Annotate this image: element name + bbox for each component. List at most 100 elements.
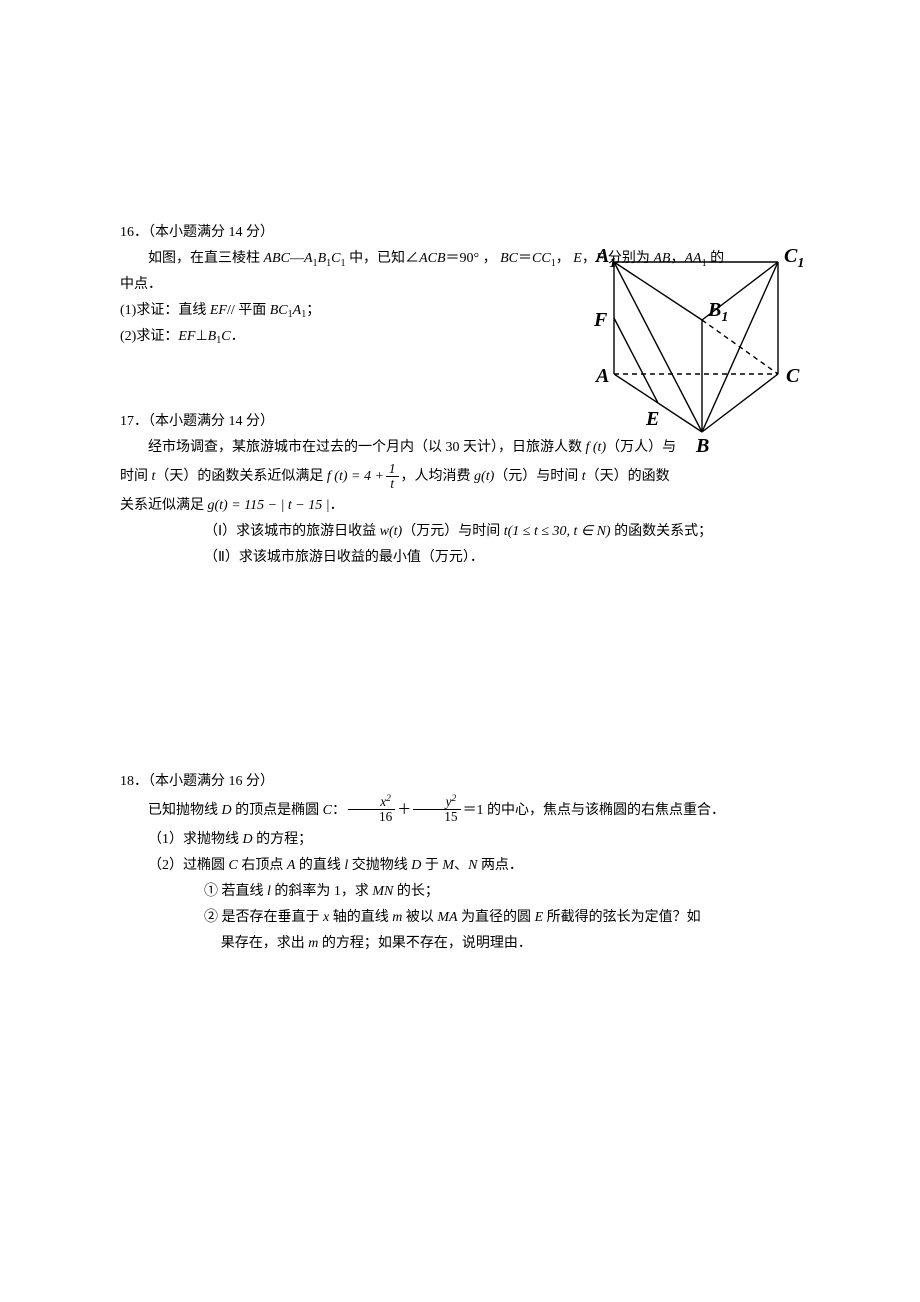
comma: ，: [582, 251, 596, 266]
q1-post: ；: [306, 303, 320, 318]
text: 的直线: [295, 858, 344, 873]
num: 1: [386, 462, 399, 477]
text: 已知抛物线: [148, 803, 222, 818]
p16-q1: (1)求证：直线 EF// 平面 BC1A1；: [120, 298, 800, 324]
frac-1-over-t: 1t: [386, 462, 399, 491]
text: 、: [454, 858, 468, 873]
fig-label-A: A: [594, 365, 609, 387]
text: （天）的函数关系近似满足: [155, 469, 327, 484]
m: m: [392, 910, 402, 925]
text: （天）的函数: [586, 469, 670, 484]
comma: ，: [556, 251, 574, 266]
text: ② 是否存在垂直于: [204, 910, 323, 925]
den: 15: [413, 810, 460, 824]
num: x2: [348, 795, 395, 810]
eq90: ＝90° ，: [446, 251, 501, 266]
a1: A: [293, 303, 302, 318]
q2-pre: (2)求证：: [120, 329, 178, 344]
gt: g(t): [474, 469, 494, 484]
text: 的方程；如果不存在，说明理由．: [318, 936, 532, 951]
cc: CC: [532, 251, 551, 266]
text: 的方程；: [253, 832, 313, 847]
text: 分别为: [604, 251, 653, 266]
text: 的顶点是椭圆: [232, 803, 323, 818]
cc-sub: 1: [551, 258, 556, 269]
sup: 2: [451, 793, 456, 804]
C: C: [323, 803, 332, 818]
text: 如图，在直三棱柱: [148, 251, 264, 266]
ef: EF: [178, 329, 195, 344]
text: 的长；: [393, 884, 439, 899]
q1-mid: // 平面: [227, 303, 270, 318]
b1: B: [208, 329, 217, 344]
fig-label-C: C: [786, 365, 800, 387]
p17-header: 17．（本小题满分 14 分）: [120, 409, 800, 435]
text: 于: [421, 858, 442, 873]
a1-sub: 1: [301, 309, 306, 320]
text: （1）求抛物线: [148, 832, 243, 847]
bc: BC: [500, 251, 518, 266]
perp: ⊥: [195, 329, 207, 344]
dash: —: [290, 251, 304, 266]
wt: w(t): [380, 524, 403, 539]
p17-line2: 时间 t（天）的函数关系近似满足 f (t) = 4 +1t，人均消费 g(t)…: [120, 461, 800, 493]
text: 中，已知∠: [346, 251, 420, 266]
text: （万人）与: [606, 440, 676, 455]
text: （元）与时间: [494, 469, 582, 484]
text: 的函数关系式；: [611, 524, 713, 539]
text: 果存在，求出: [221, 936, 309, 951]
E: E: [535, 910, 544, 925]
eq: ＝: [518, 251, 532, 266]
text: 交抛物线: [348, 858, 411, 873]
p17-line3: 关系近似满足 g(t) = 115 − | t − 15 |．: [120, 493, 800, 519]
text: 被以: [402, 910, 437, 925]
q1-pre: (1)求证：直线: [120, 303, 210, 318]
text: 的斜率为 1，求: [271, 884, 373, 899]
sup: 2: [386, 793, 391, 804]
text: 为直径的圆: [458, 910, 535, 925]
t-range: t(1 ≤ t ≤ 30, t ∈ N): [504, 524, 611, 539]
text: 时间: [120, 469, 152, 484]
C: C: [229, 858, 238, 873]
text: （Ⅰ）求该城市的旅游日收益: [204, 524, 380, 539]
text: 两点．: [477, 858, 523, 873]
period: ．: [330, 498, 344, 513]
ab: AB: [653, 251, 670, 266]
c1-sub: 1: [341, 258, 346, 269]
p18-header: 18．（本小题满分 16 分）: [120, 769, 800, 795]
aa1-sub: 1: [702, 258, 707, 269]
text: 右顶点: [238, 858, 287, 873]
b1-sub: 1: [216, 335, 221, 346]
p17-line1: 经市场调查，某旅游城市在过去的一个月内（以 30 天计），日旅游人数 f (t)…: [120, 435, 800, 461]
c1: C: [331, 251, 340, 266]
problem-17: 17．（本小题满分 14 分） 经市场调查，某旅游城市在过去的一个月内（以 30…: [120, 409, 800, 571]
D: D: [222, 803, 232, 818]
a1-sub: 1: [313, 258, 318, 269]
problem-16: A1 C1 B1 F A C E B 16．（本小题满分 14 分） 如图，在直…: [120, 220, 800, 349]
text: ＝1 的中心，焦点与该椭圆的右焦点重合．: [463, 803, 726, 818]
p18-q22-l2: 果存在，求出 m 的方程；如果不存在，说明理由．: [120, 931, 800, 957]
den: t: [386, 477, 399, 491]
text: 所截得的弦长为定值？如: [543, 910, 701, 925]
text: （万元）与时间: [402, 524, 504, 539]
ft: f (t): [586, 440, 607, 455]
text: 经市场调查，某旅游城市在过去的一个月内（以 30 天计），日旅游人数: [148, 440, 586, 455]
M: M: [442, 858, 454, 873]
frac-y2-15: y215: [413, 795, 460, 824]
gt-eq: g(t) = 115 − | t − 15 |: [208, 498, 330, 513]
D: D: [243, 832, 253, 847]
p18-q2: （2）过椭圆 C 右顶点 A 的直线 l 交抛物线 D 于 M、N 两点．: [120, 853, 800, 879]
p16-body-line2: 中点．: [120, 272, 800, 298]
problem-18: 18．（本小题满分 16 分） 已知抛物线 D 的顶点是椭圆 C：x216＋y2…: [120, 769, 800, 957]
text: 的: [707, 251, 725, 266]
frac-x2-16: x216: [348, 795, 395, 824]
c: C: [221, 329, 230, 344]
den: 16: [348, 810, 395, 824]
a1: A: [304, 251, 313, 266]
comma: ，: [670, 251, 684, 266]
prism-abc: ABC: [264, 251, 290, 266]
m: m: [308, 936, 318, 951]
plus: ＋: [397, 803, 411, 818]
text: 关系近似满足: [120, 498, 208, 513]
aa1: AA: [684, 251, 701, 266]
